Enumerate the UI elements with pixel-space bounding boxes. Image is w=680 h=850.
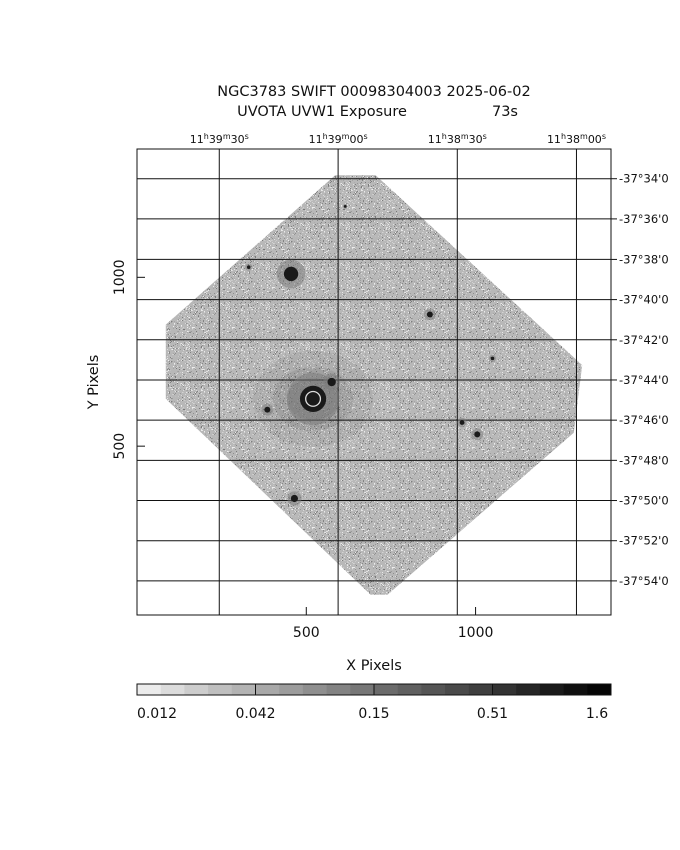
- source-core: [299, 385, 327, 412]
- dec-tick-label: -37°44'0: [619, 373, 669, 387]
- x-tick-label: 1000: [458, 625, 494, 641]
- exposed-region: [165, 175, 583, 595]
- colorbar-segment: [160, 684, 185, 695]
- dec-tick-label: -37°42'0: [619, 333, 669, 347]
- source-core: [264, 406, 271, 413]
- source-core: [426, 311, 433, 318]
- plot-area: [137, 149, 611, 615]
- dec-tick-label: -37°40'0: [619, 293, 669, 307]
- colorbar-segment: [326, 684, 351, 695]
- colorbar: [136, 683, 612, 696]
- source-core: [474, 431, 481, 438]
- colorbar-segment: [255, 684, 280, 695]
- colorbar-label: 0.012: [137, 706, 177, 722]
- colorbar-label: 1.6: [586, 706, 608, 722]
- colorbar-segment: [421, 684, 446, 695]
- colorbar-label: 0.042: [235, 706, 275, 722]
- colorbar-labels: 0.012 0.042 0.15 0.51 1.6: [137, 706, 608, 722]
- source-core: [343, 205, 347, 208]
- colorbar-segment: [516, 684, 541, 695]
- colorbar-segment: [208, 684, 233, 695]
- dec-tick-label: -37°52'0: [619, 534, 669, 548]
- colorbar-label: 0.15: [358, 706, 389, 722]
- colorbar-segment: [302, 684, 328, 695]
- colorbar-segment: [587, 684, 612, 695]
- ra-tick-label: 11h38m30s: [428, 132, 487, 146]
- colorbar-segment: [350, 684, 375, 695]
- source-core: [290, 494, 299, 503]
- colorbar-segment: [374, 684, 399, 695]
- x-tick-label: 500: [293, 625, 320, 641]
- dec-tick-label: -37°38'0: [619, 252, 669, 266]
- colorbar-segment: [397, 684, 422, 695]
- dec-tick-label: -37°54'0: [619, 574, 669, 588]
- x-axis-label: X Pixels: [346, 658, 402, 674]
- colorbar-segment: [184, 684, 209, 695]
- y-axis: 500 1000: [112, 259, 145, 460]
- colorbar-label: 0.51: [477, 706, 508, 722]
- y-axis-label: Y Pixels: [86, 355, 102, 411]
- dec-tick-label: -37°36'0: [619, 212, 669, 226]
- ra-axis: 11h39m30s 11h39m00s 11h38m30s 11h38m00s: [190, 132, 606, 146]
- colorbar-segment: [468, 684, 493, 695]
- colorbar-segment: [137, 684, 162, 695]
- colorbar-segment: [563, 684, 588, 695]
- colorbar-segment: [445, 684, 470, 695]
- dec-tick-label: -37°46'0: [619, 413, 669, 427]
- chart-subtitle: UVOTA UVW1 Exposure: [237, 104, 407, 120]
- exposure-label: 73s: [492, 104, 518, 120]
- colorbar-segment: [231, 684, 256, 695]
- y-tick-label: 1000: [112, 259, 128, 295]
- source-core: [327, 377, 336, 387]
- plot-frame: [136, 148, 612, 616]
- dec-axis: -37°34'0 -37°36'0 -37°38'0 -37°40'0 -37°42'0…: [611, 172, 669, 588]
- colorbar-segment: [539, 684, 565, 695]
- dec-tick-label: -37°34'0: [619, 172, 669, 186]
- source-core: [459, 420, 465, 425]
- source-core: [283, 266, 299, 282]
- sources: [245, 204, 497, 506]
- source-core: [490, 356, 495, 361]
- dec-tick-label: -37°48'0: [619, 453, 669, 467]
- x-axis: 500 1000: [293, 607, 493, 641]
- source-core: [246, 265, 251, 269]
- y-tick-label: 500: [112, 433, 128, 460]
- ra-tick-label: 11h39m30s: [190, 132, 249, 146]
- colorbar-segment: [492, 684, 517, 695]
- ra-tick-label: 11h38m00s: [547, 132, 606, 146]
- colorbar-segment: [279, 684, 304, 695]
- source-ring: [305, 390, 322, 407]
- chart-title: NGC3783 SWIFT 00098304003 2025-06-02: [217, 84, 530, 100]
- dec-tick-label: -37°50'0: [619, 494, 669, 508]
- ra-tick-label: 11h39m00s: [309, 132, 368, 146]
